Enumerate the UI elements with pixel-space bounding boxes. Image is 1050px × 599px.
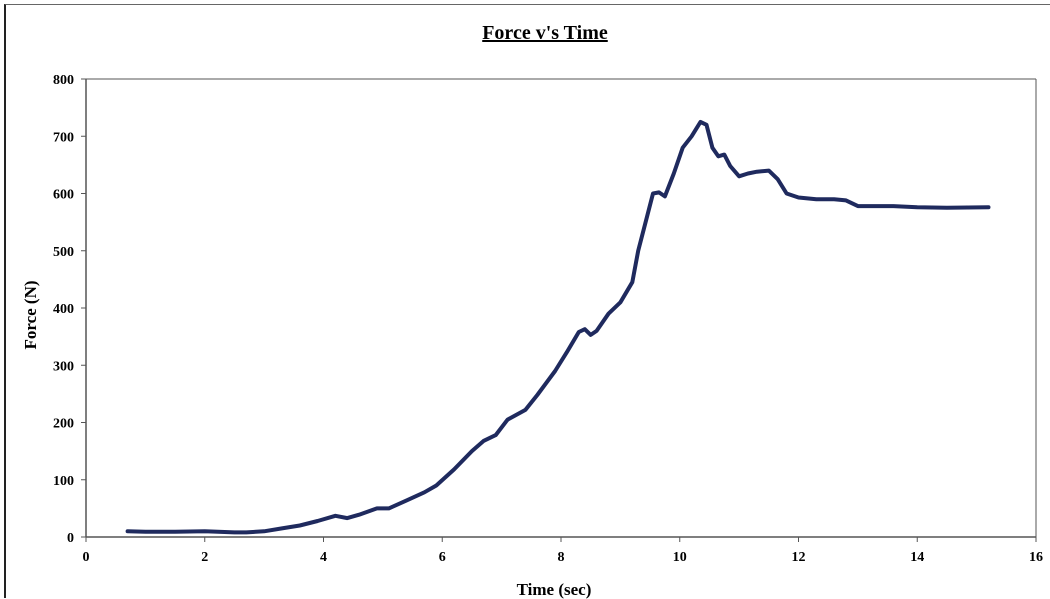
y-tick-label: 400 (53, 302, 74, 317)
y-tick-label: 0 (67, 531, 74, 546)
y-tick-label: 700 (53, 130, 74, 145)
x-tick-label: 6 (439, 550, 446, 565)
y-tick-label: 600 (53, 188, 74, 203)
x-tick-label: 2 (201, 550, 208, 565)
y-tick-label: 300 (53, 359, 74, 374)
y-tick-label: 800 (53, 73, 74, 88)
x-tick-label: 0 (83, 550, 90, 565)
x-axis-label: Time (sec) (517, 580, 592, 599)
axis-ticks: 0 2 4 6 8 10 12 14 16 0 100 200 300 400 500 600 700 800 (53, 73, 1043, 565)
series-line-force (125, 119, 991, 535)
force-time-chart: Force v's Time 0 2 4 6 8 10 12 14 16 0 100 200 300 40… (21, 22, 1043, 599)
x-tick-label: 4 (320, 550, 327, 565)
y-tick-label: 100 (53, 474, 74, 489)
plot-area: 0 2 4 6 8 10 12 14 16 0 100 200 300 400 500 600 700 800 (53, 73, 1043, 565)
x-tick-label: 14 (910, 550, 924, 565)
x-tick-label: 10 (673, 550, 687, 565)
chart-title: Force v's Time (482, 22, 608, 44)
y-tick-label: 200 (53, 417, 74, 432)
x-tick-label: 16 (1029, 550, 1043, 565)
y-tick-label: 500 (53, 245, 74, 260)
chart-frame: Force v's Time 0 2 4 6 8 10 12 14 16 0 100 200 300 40… (4, 4, 1050, 599)
y-axis-label: Force (N) (21, 280, 40, 349)
x-tick-label: 12 (792, 550, 806, 565)
x-tick-label: 8 (558, 550, 565, 565)
